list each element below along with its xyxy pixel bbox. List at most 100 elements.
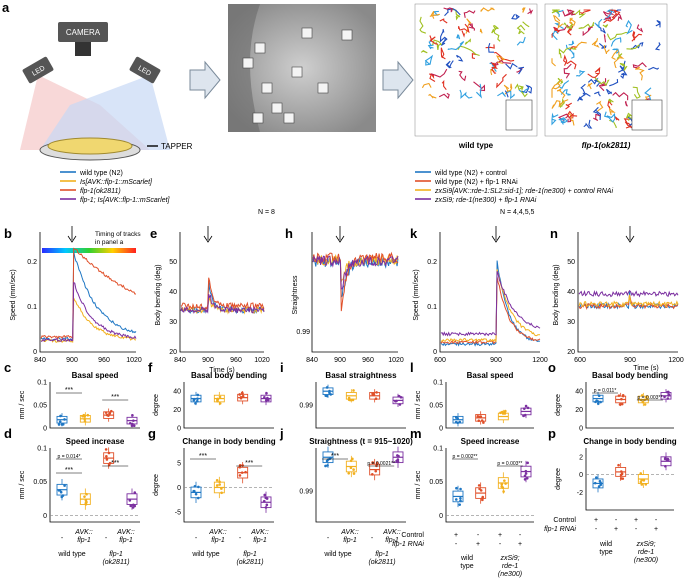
xg-p-r2: + [614,526,618,533]
data-point [502,490,505,493]
xg-m-c2: - [477,532,480,539]
track-segment [609,79,619,87]
track-segment [568,40,575,46]
timing-note-bg [93,229,137,247]
data-point [263,493,267,497]
data-point [524,404,528,408]
xtick-k-2: 1200 [532,357,548,364]
track-segment [594,18,603,29]
track-segment [619,60,626,72]
axes-p [585,448,674,511]
data-point [244,470,247,474]
track-segment [565,44,575,59]
light-cone-right [40,75,170,150]
arrow-2 [382,60,414,100]
worm-boxes [242,27,353,124]
xg-g-wt: wild type [191,551,219,558]
track-segment [468,23,475,31]
data-point [458,420,462,424]
track-segment [496,73,507,89]
data-point [503,411,506,414]
track-segment [632,30,636,41]
xg-p-r4: + [654,526,658,533]
data-point [352,472,356,475]
series-line [440,276,541,345]
ylabel-n: Body bending (deg) [553,264,560,325]
data-point [216,399,219,403]
ytick-e-1: 30 [169,319,177,326]
xg-j-avk3: AVK:: [382,529,401,536]
xlabel-n: Time (s) [633,365,658,372]
series-line [312,251,399,312]
xg-p-wt1: wild [599,541,612,548]
data-point [376,461,379,465]
xg-m-control: Control [401,532,424,539]
axes-k [439,232,540,353]
track-segment [555,9,564,17]
track-segment [562,9,575,17]
data-point [262,499,266,503]
xg-m-r4: + [518,541,522,548]
track-segment [583,119,593,129]
track-segment [521,7,526,13]
data-point [238,465,242,469]
data-point [640,478,643,482]
xg-g-dash2: - [239,535,242,542]
track-segment [428,93,437,99]
data-point [643,403,647,406]
axes-m [445,448,534,523]
ytick-o: 40 [575,389,583,396]
data-point [522,407,526,410]
ytick-f: 40 [173,389,181,396]
series-line [440,269,541,343]
data-point [395,459,398,463]
track-segment [465,18,472,34]
track-segment [578,22,595,29]
track-segment [604,16,612,21]
data-point [477,484,481,487]
panel-label-e: e [150,226,157,241]
track-segment [563,63,572,79]
ytick-n-2: 40 [567,289,575,296]
track-segment [551,58,556,67]
data-point [193,484,197,488]
track-segment [563,22,573,30]
ytick-l: 0.05 [429,403,443,410]
series-line [440,260,541,347]
legend-item-wt-control: wild type (N2) + control [434,170,507,177]
track-segment [616,53,623,59]
track-segment [558,47,574,59]
track-segment [443,7,453,13]
data-point [347,398,351,402]
data-point [525,476,529,480]
xtick-b-3: 1020 [126,357,142,364]
track-segment [427,40,434,50]
track-segment [595,23,606,34]
data-point [129,504,133,508]
series-line [180,293,265,314]
data-point [325,394,329,398]
data-point [523,478,527,481]
data-point [667,390,670,394]
track-segment [596,100,604,113]
data-point [266,396,269,400]
xg-j-wt: wild type [323,551,351,558]
data-point [523,413,527,417]
track-segment [527,8,534,15]
xg-g-dash1: - [195,535,198,542]
data-point [666,397,670,400]
data-point [220,487,223,490]
track-segment [511,13,520,20]
data-point [375,391,378,394]
data-point [220,491,223,495]
sig-label: p = 0.002** [453,454,478,460]
panel-label-b: b [4,226,12,241]
data-point [398,403,402,406]
track-segment [516,24,526,35]
track-segment [567,110,578,119]
track-segment [594,77,610,87]
xg-d-avk4: flp-1 [119,537,133,544]
xtick-e-2: 960 [230,357,242,364]
data-point [593,481,597,485]
panel-l: l Basal speed mm / sec 0 0.05 0.1 [410,360,534,433]
